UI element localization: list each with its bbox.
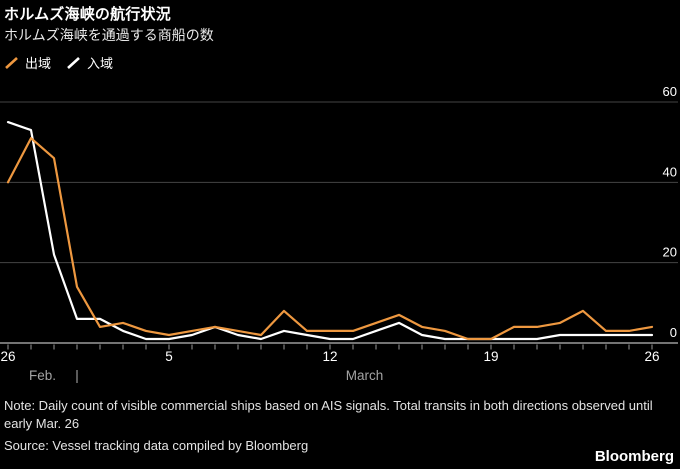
series-line-exit: [6, 137, 654, 341]
legend-label-enter: 入域: [87, 56, 114, 71]
x-tick-label: 26: [644, 349, 659, 364]
legend-label-exit: 出域: [25, 56, 52, 71]
bloomberg-logo: Bloomberg: [594, 448, 674, 465]
y-tick-label: 20: [663, 245, 677, 260]
legend: 出域 入域: [4, 53, 113, 72]
x-month-label: |: [75, 368, 79, 383]
y-tick-label: 40: [663, 164, 677, 179]
exit-line-mark-icon: [5, 56, 18, 69]
x-tick-label: 12: [322, 349, 337, 364]
series-line-enter: [6, 120, 654, 341]
legend-item-enter: 入域: [66, 53, 113, 72]
note-text: Note: Daily count of visible commercial …: [4, 398, 653, 432]
legend-item-exit: 出域: [4, 53, 51, 72]
y-tick-label: 0: [670, 325, 677, 340]
x-month-label: Feb.: [29, 368, 56, 383]
y-tick-label: 60: [663, 84, 677, 99]
enter-line-mark-icon: [67, 56, 80, 69]
footnote-block: Note: Daily count of visible commercial …: [4, 397, 670, 455]
x-month-label: March: [346, 368, 384, 383]
x-tick-label: 26: [0, 349, 15, 364]
chart-subtitle: ホルムズ海峡を通過する商船の数: [4, 27, 214, 43]
x-tick-label: 5: [165, 349, 173, 364]
x-tick-label: 19: [483, 349, 498, 364]
source-text: Source: Vessel tracking data compiled by…: [4, 437, 309, 453]
chart-title: ホルムズ海峡の航行状況: [4, 6, 171, 23]
